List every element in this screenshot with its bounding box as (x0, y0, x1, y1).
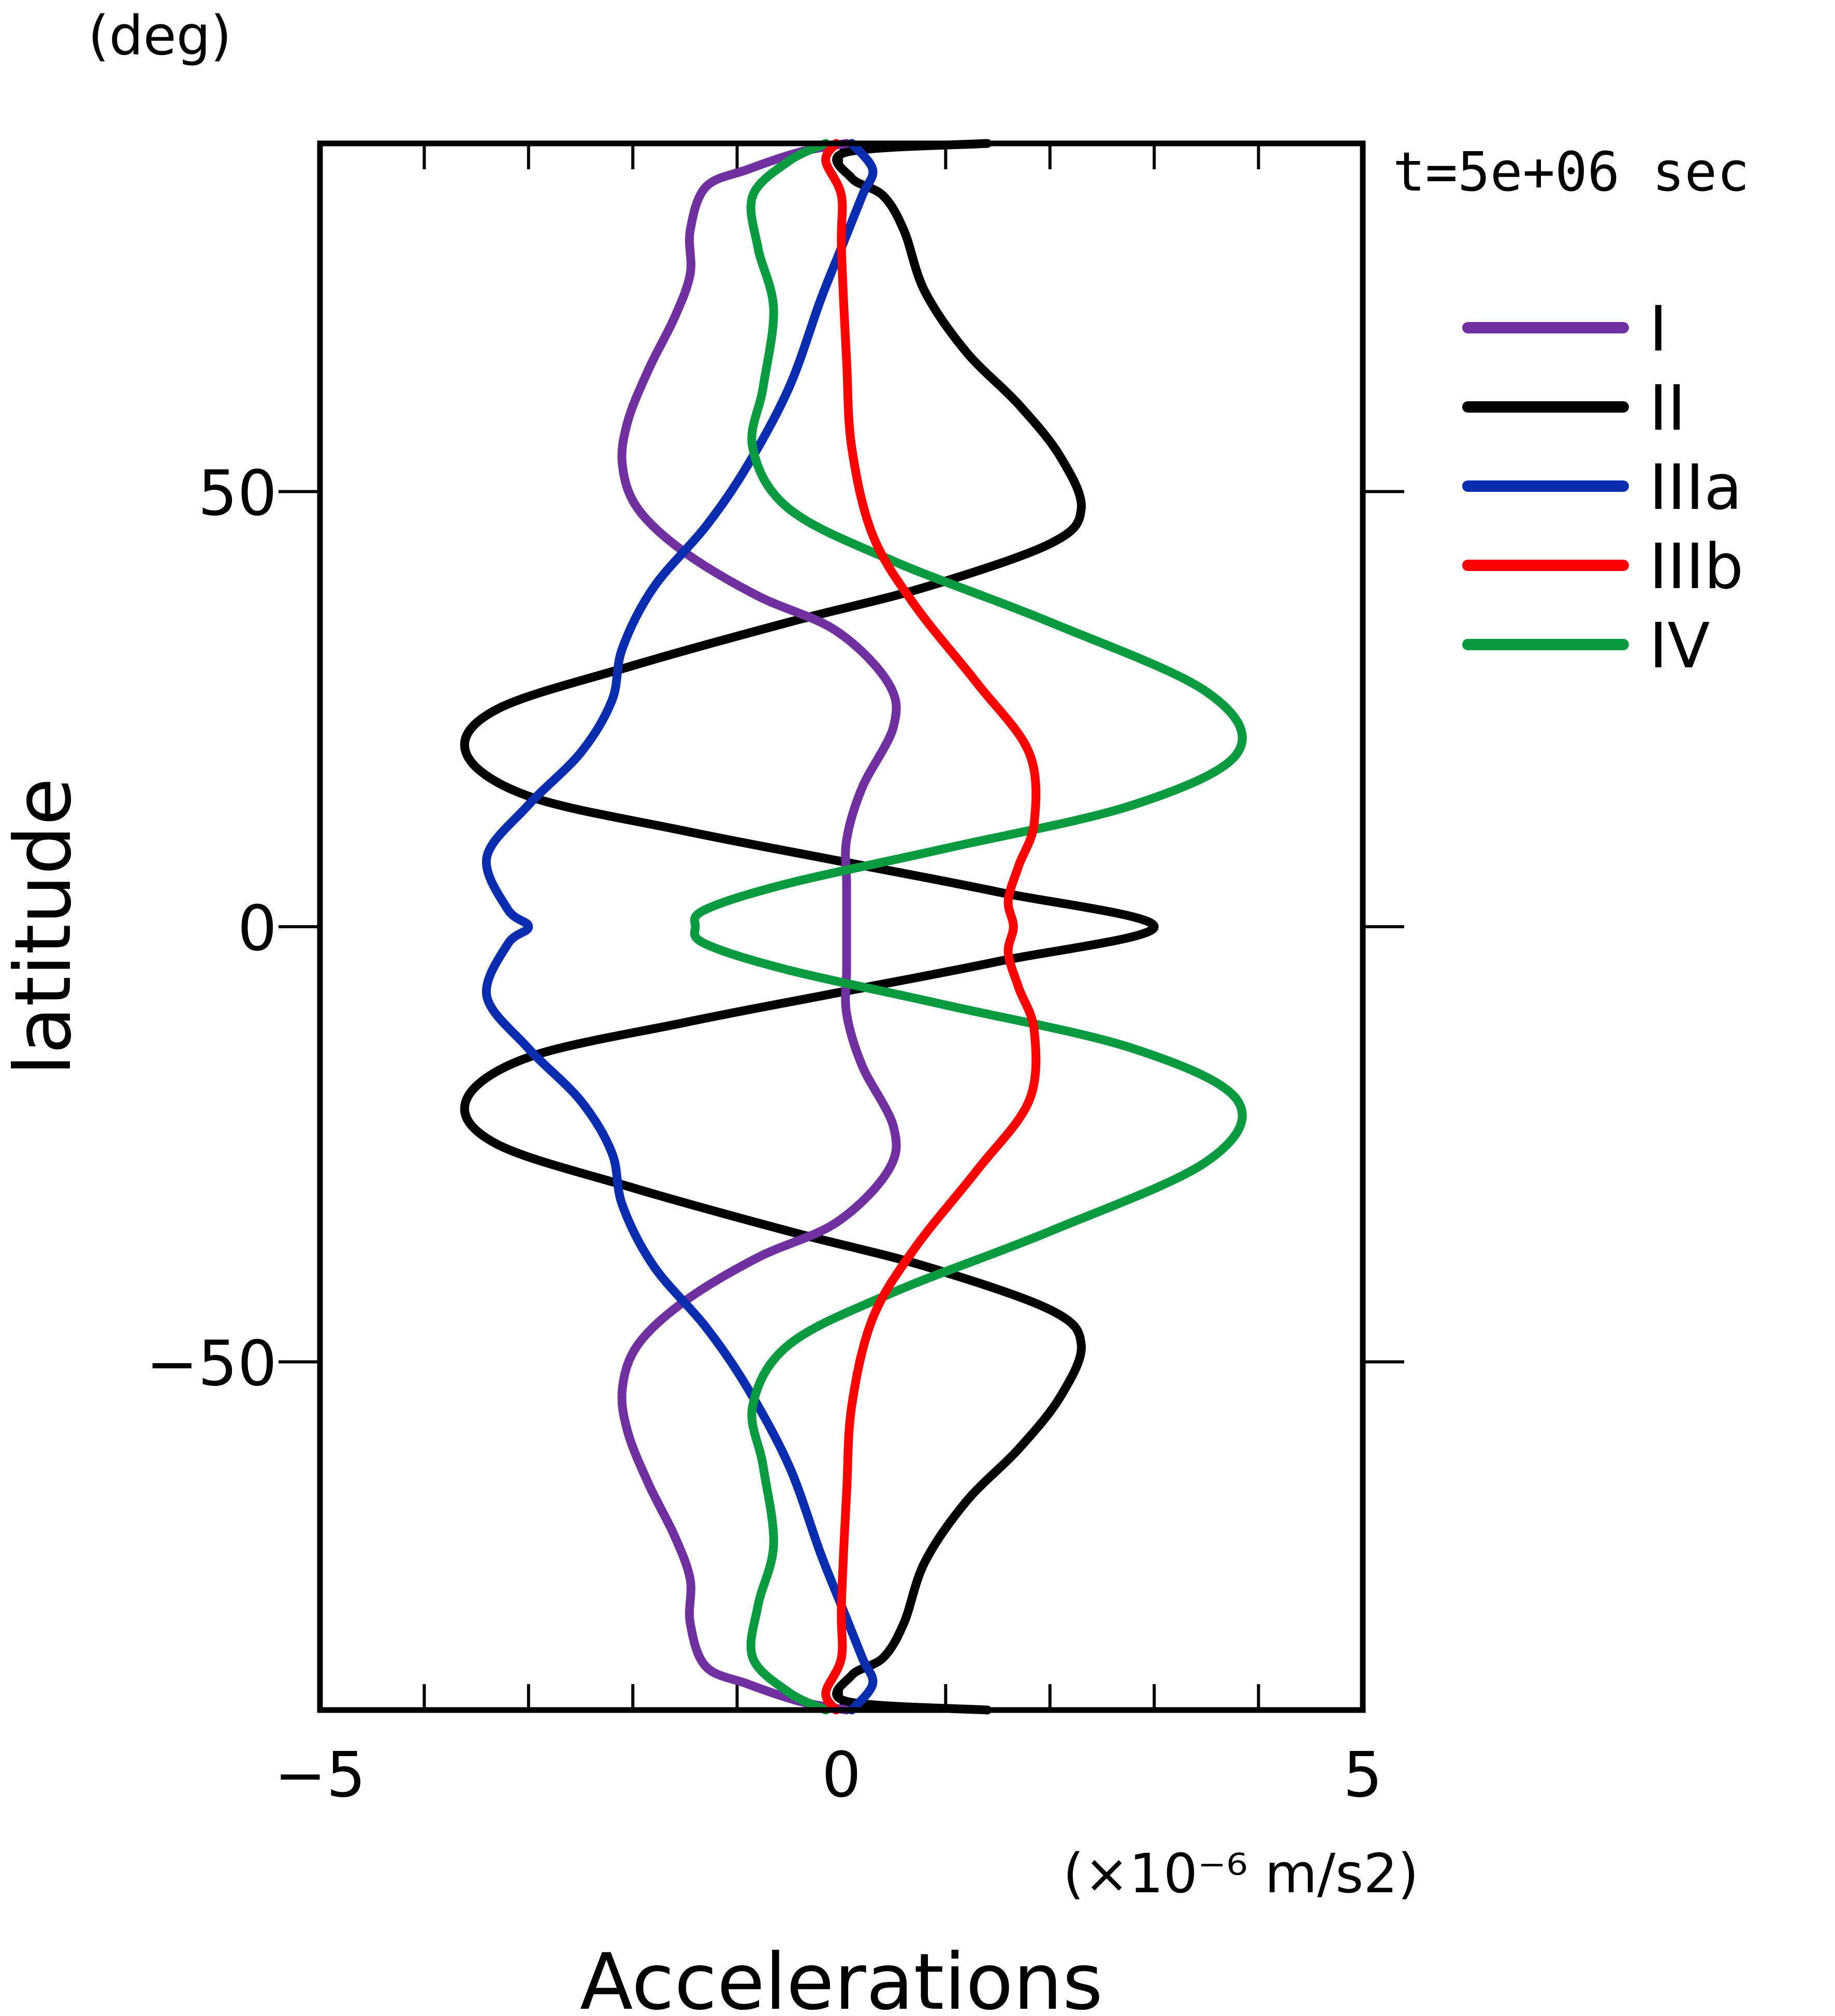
x-unit-label: (×10⁻⁶ m/s2) (1063, 1842, 1419, 1905)
series-line-iiia (482, 139, 878, 1715)
ticks-layer (279, 143, 1404, 1710)
legend-label-ii: II (1649, 373, 1686, 445)
series-line-iiib (821, 139, 1041, 1715)
legend-label-i: I (1649, 294, 1667, 366)
series-layer (460, 139, 1247, 1715)
time-label: t=5e+06 sec (1393, 140, 1750, 203)
x-tick-label-1: 0 (822, 1740, 861, 1812)
series-line-i (617, 139, 901, 1715)
y-tick-label-0: 50 (198, 458, 277, 530)
y-tick-label-1: 0 (238, 893, 277, 965)
y-axis-title: latitude (0, 778, 89, 1075)
x-tick-label-2: 5 (1343, 1740, 1382, 1812)
x-tick-label-0: −5 (274, 1740, 366, 1812)
series-line-iv (690, 139, 1247, 1715)
legend-label-iiia: IIIa (1649, 452, 1742, 524)
legend-label-iv: IV (1649, 610, 1710, 682)
x-axis-title: Accelerations (580, 1937, 1103, 2016)
series-line-ii (460, 139, 1159, 1715)
y-tick-label-2: −50 (146, 1328, 277, 1400)
y-unit-label: (deg) (88, 4, 231, 67)
legend-label-iiib: IIIb (1649, 531, 1743, 603)
plot-frame (317, 140, 1366, 1713)
